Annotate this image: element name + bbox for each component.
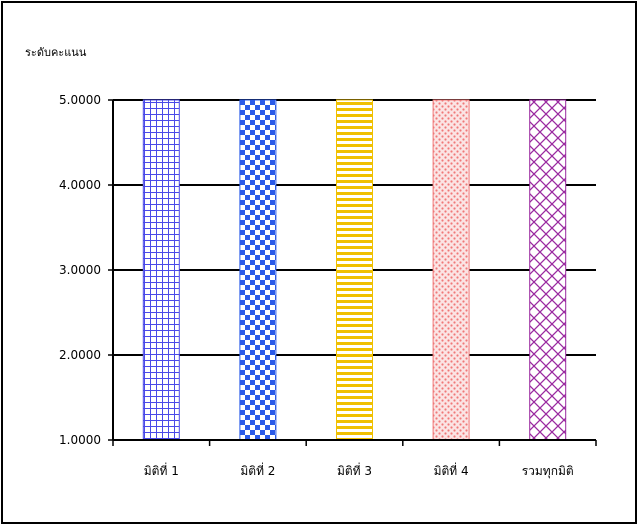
y-tick-labels: 1.0000 2.0000 3.0000 4.0000 5.0000 xyxy=(59,93,101,447)
y-tick-label: 4.0000 xyxy=(59,178,101,192)
bar xyxy=(336,99,373,441)
y-tick-label: 3.0000 xyxy=(59,263,101,277)
x-tick-label: มิติที่ 2 xyxy=(240,462,275,478)
bar xyxy=(529,99,567,441)
x-tick-label: มิติที่ 3 xyxy=(337,462,372,478)
y-tick-label: 1.0000 xyxy=(59,433,101,447)
bar xyxy=(432,99,470,441)
x-tick-label: มิติที่ 4 xyxy=(434,462,469,478)
y-axis-label: ระดับคะแนน xyxy=(25,46,87,59)
bar xyxy=(142,99,180,441)
x-tick-label: รวมทุกมิติ xyxy=(522,464,574,479)
y-tick-label: 2.0000 xyxy=(59,348,101,362)
y-tick-label: 5.0000 xyxy=(59,93,101,107)
x-tick-labels: มิติที่ 1 มิติที่ 2 มิติที่ 3 มิติที่ 4 รวมท… xyxy=(144,462,574,479)
bar xyxy=(239,99,277,441)
axes xyxy=(108,99,597,446)
x-tick-label: มิติที่ 1 xyxy=(144,462,179,478)
